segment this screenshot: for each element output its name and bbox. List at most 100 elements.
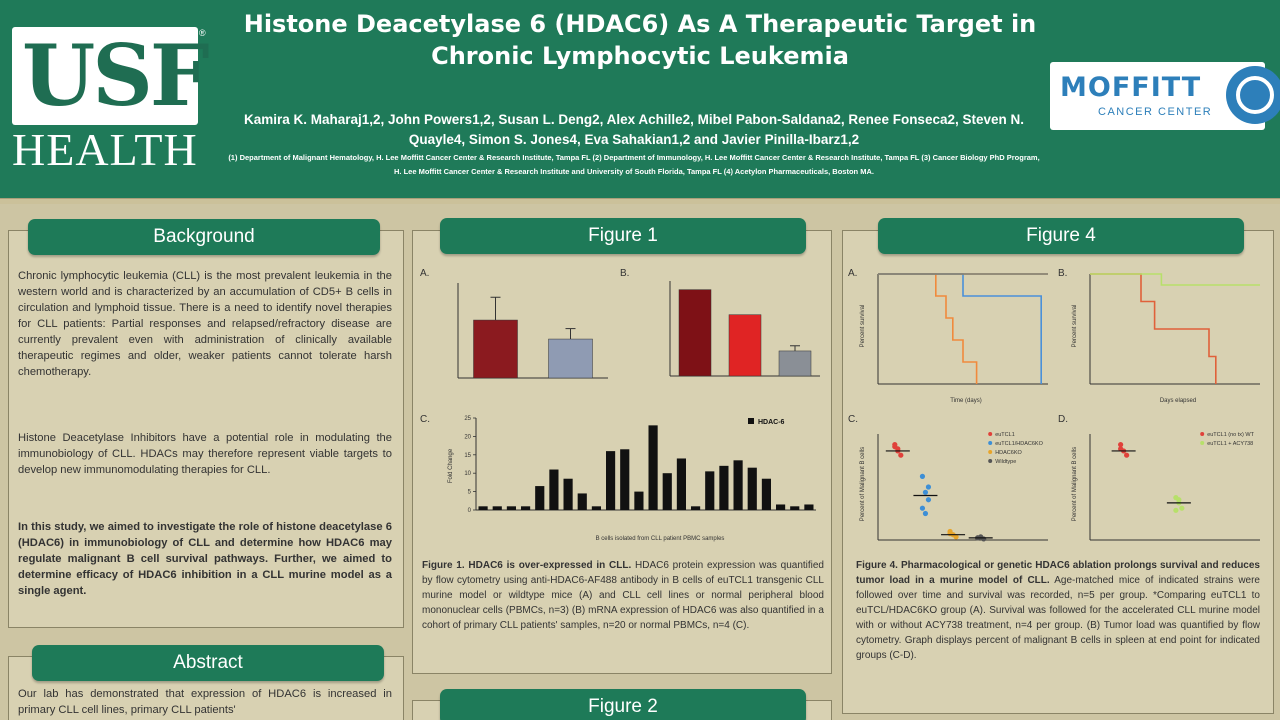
bar xyxy=(535,486,545,510)
background-paragraph-1: Chronic lymphocytic leukemia (CLL) is th… xyxy=(18,270,392,378)
figure4-heading: Figure 4 xyxy=(878,218,1244,254)
bar xyxy=(705,471,715,510)
bar xyxy=(492,506,502,510)
figure1c-chart: 0 5 10 15 20 25 HDAC-6 B cells isolated from C… xyxy=(448,416,816,542)
figure4-caption: Figure 4. Pharmacological or genetic HDA… xyxy=(856,558,1260,663)
poster-header: USF HEALTH ® Histone Deacetylase 6 (HDAC… xyxy=(0,0,1280,200)
legend-label: HDAC-6 xyxy=(758,419,785,426)
legend-label: euTCL1 (no tx) WT xyxy=(1207,432,1254,438)
bar xyxy=(577,493,587,510)
bar xyxy=(606,451,616,510)
figure2-heading: Figure 2 xyxy=(440,689,806,720)
figure4-label-d: D. xyxy=(1058,414,1068,425)
poster-authors: Kamira K. Maharaj1,2, John Powers1,2, Su… xyxy=(243,112,1024,147)
data-point xyxy=(925,484,932,490)
data-point xyxy=(947,531,953,537)
figure1-caption-title: Figure 1. HDAC6 is over-expressed in CLL… xyxy=(422,560,632,571)
figure4-label-b: B. xyxy=(1058,268,1068,279)
legend-swatch xyxy=(988,432,993,436)
survival-line xyxy=(1090,273,1217,384)
y-tick-label: 15 xyxy=(464,453,471,459)
figure4a-ylabel: Percent survival xyxy=(860,305,866,348)
figure4b-chart: Days elapsed Percent survival xyxy=(1072,273,1260,404)
survival-line xyxy=(1090,273,1260,286)
figure4d-ylabel: Percent of Malignant B cells xyxy=(1072,447,1078,521)
bar xyxy=(549,469,559,510)
data-point xyxy=(1176,497,1182,503)
figure4c-ylabel: Percent of Malignant B cells xyxy=(860,447,866,521)
data-point xyxy=(919,473,926,479)
survival-line xyxy=(878,273,978,384)
figure4a-xlabel: Time (days) xyxy=(950,398,981,404)
figure1b-chart xyxy=(669,281,820,377)
bar xyxy=(506,506,516,510)
legend-swatch xyxy=(1200,441,1205,445)
figure4b-ylabel: Percent survival xyxy=(1072,305,1078,348)
y-tick-label: 25 xyxy=(464,416,471,422)
bar xyxy=(761,478,771,510)
figure1-caption-body: HDAC6 protein expression was quantified … xyxy=(422,560,824,631)
figure4a-chart: Time (days) Percent survival xyxy=(860,273,1048,404)
figure1a-chart xyxy=(457,283,608,379)
legend-label: euTCL1 + ACY738 xyxy=(1207,441,1253,447)
data-point xyxy=(1179,505,1185,511)
bar xyxy=(728,314,762,377)
data-point xyxy=(1173,507,1179,513)
bar xyxy=(563,478,573,510)
background-paragraph-3: In this study, we aimed to investigate t… xyxy=(18,521,392,597)
moffitt-logo-text: MOFFITT xyxy=(1060,72,1202,103)
y-tick-label: 0 xyxy=(468,508,472,514)
figure4-caption-title: Figure 4. Pharmacological or genetic HDA… xyxy=(856,560,1260,586)
bar xyxy=(521,506,531,510)
legend-label: euTCL1 xyxy=(995,432,1015,438)
moffitt-emblem-icon xyxy=(1226,66,1280,124)
legend-swatch xyxy=(988,459,993,463)
bar xyxy=(678,289,712,377)
bar xyxy=(473,319,518,379)
poster-title: Histone Deacetylase 6 (HDAC6) As A Thera… xyxy=(243,10,1037,70)
usf-health-text: HEALTH xyxy=(12,124,198,175)
abstract-heading: Abstract xyxy=(32,645,384,681)
data-point xyxy=(1118,446,1124,452)
legend-label: HDAC6KO xyxy=(995,450,1022,456)
bar xyxy=(719,465,729,510)
figure4d-chart: euTCL1 (no tx) WT euTCL1 + ACY738 Percent… xyxy=(1072,432,1260,541)
figure4-caption-body: Age-matched mice of indicated strains we… xyxy=(856,575,1260,661)
registered-mark: ® xyxy=(199,28,206,38)
data-point xyxy=(895,446,901,452)
data-point xyxy=(1124,452,1130,458)
usf-logo-box: USF xyxy=(12,27,210,125)
usf-health-logo: USF HEALTH xyxy=(12,27,210,175)
header-divider xyxy=(0,198,1280,204)
background-heading: Background xyxy=(28,219,380,255)
bar xyxy=(591,506,601,510)
figure1-label-a: A. xyxy=(420,268,430,279)
figure1-label-b: B. xyxy=(620,268,630,279)
bar xyxy=(733,460,743,510)
bar xyxy=(662,473,672,510)
legend-label: euTCL1/HDAC6KO xyxy=(995,441,1043,447)
bar xyxy=(747,467,757,510)
figure4b-xlabel: Days elapsed xyxy=(1160,398,1196,404)
figure4-panel xyxy=(842,230,1274,714)
bar xyxy=(804,504,814,510)
bar xyxy=(691,506,701,510)
background-panel xyxy=(8,230,404,628)
bar xyxy=(676,458,686,510)
abstract-paragraph-1: Our lab has demonstrated that expression… xyxy=(18,688,392,716)
y-tick-label: 20 xyxy=(464,434,471,440)
bar xyxy=(634,491,644,510)
data-point xyxy=(919,505,926,511)
y-tick-label: 5 xyxy=(468,490,472,496)
figure4-label-a: A. xyxy=(848,268,858,279)
figure1c-ylabel: Fold Change xyxy=(448,448,454,483)
data-point xyxy=(922,510,929,517)
data-point xyxy=(925,497,932,503)
legend-swatch xyxy=(748,418,754,424)
survival-line xyxy=(878,273,1042,384)
data-point xyxy=(922,489,929,495)
moffitt-logo: MOFFITT CANCER CENTER xyxy=(1050,62,1280,130)
y-tick-label: 10 xyxy=(464,471,471,477)
bar xyxy=(776,504,786,510)
data-point xyxy=(892,442,898,448)
